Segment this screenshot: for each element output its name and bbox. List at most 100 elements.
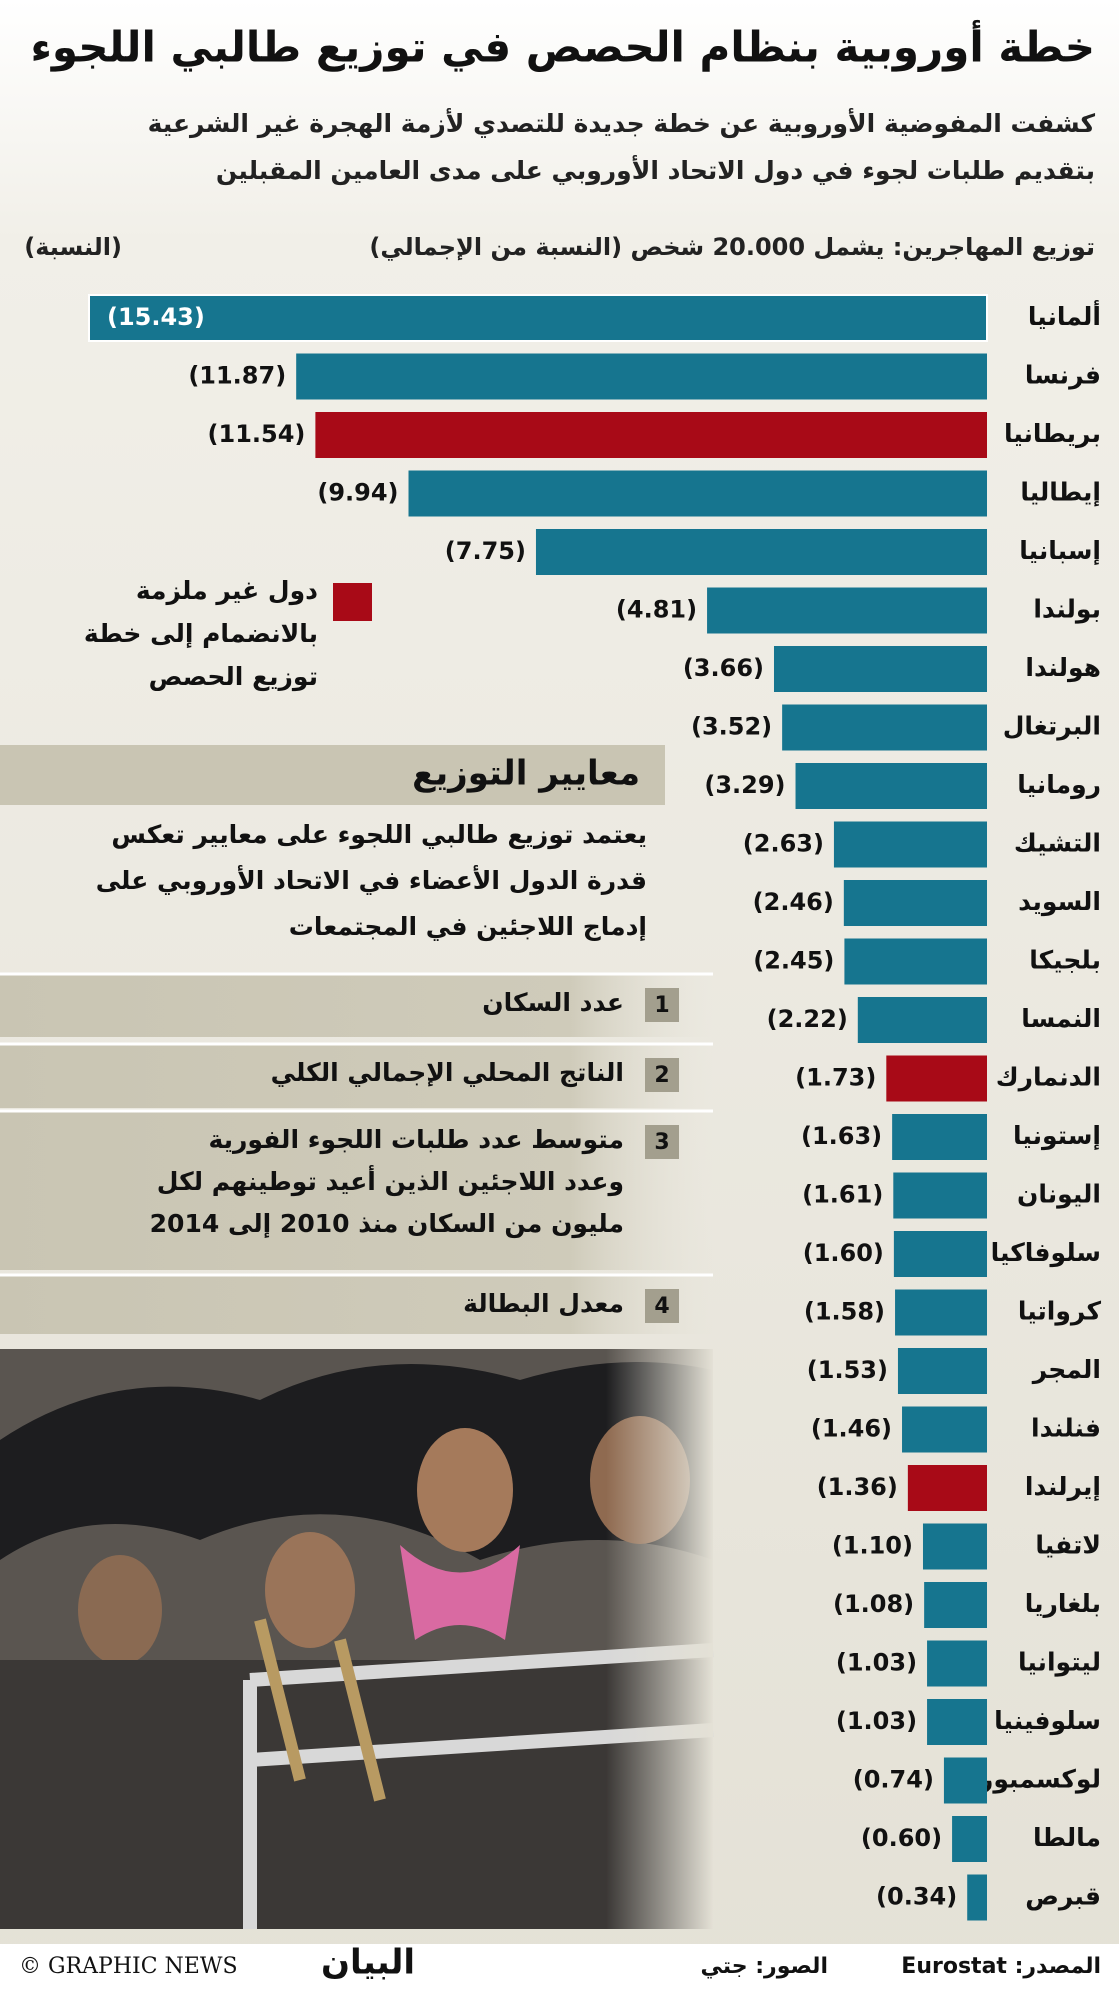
value-label-heading: (النسبة) bbox=[24, 233, 122, 261]
bar bbox=[408, 470, 987, 517]
category-label: سلوفينيا bbox=[994, 1706, 1101, 1736]
category-label: كرواتيا bbox=[1018, 1297, 1102, 1327]
criteria-item-band bbox=[0, 1275, 713, 1334]
title: خطة أوروبية بنظام الحصص في توزيع طالبي ا… bbox=[30, 20, 1095, 73]
bar bbox=[927, 1699, 987, 1745]
category-label: فرنسا bbox=[1025, 361, 1101, 391]
value-label: (9.94) bbox=[317, 479, 398, 507]
category-label: ليتوانيا bbox=[1018, 1648, 1101, 1678]
bar bbox=[773, 646, 987, 692]
criteria-description: يعتمد توزيع طالبي اللجوء على معايير تعكس bbox=[111, 820, 647, 850]
bar bbox=[844, 938, 987, 985]
category-label: السويد bbox=[1018, 887, 1101, 917]
bar bbox=[922, 1523, 987, 1570]
criteria-item-text: متوسط عدد طلبات اللجوء الفورية bbox=[208, 1125, 624, 1155]
criteria-item-text: وعدد اللاجئين الذين أعيد توطينهم لكل bbox=[157, 1165, 624, 1197]
bar bbox=[892, 1114, 987, 1160]
value-label: (3.52) bbox=[691, 713, 772, 741]
bar bbox=[952, 1816, 987, 1862]
logo: البيان bbox=[321, 1943, 415, 1983]
bar bbox=[924, 1582, 987, 1628]
criteria-number-box bbox=[645, 1058, 679, 1092]
category-label: سلوفاكيا bbox=[991, 1238, 1101, 1268]
bar bbox=[886, 1055, 987, 1102]
criteria-number: 3 bbox=[654, 1130, 669, 1155]
subtitle: كشفت المفوضية الأوروبية عن خطة جديدة للت… bbox=[148, 108, 1096, 139]
criteria-item-text: عدد السكان bbox=[482, 988, 624, 1017]
category-label: إسبانيا bbox=[1019, 536, 1101, 565]
value-label: (1.58) bbox=[804, 1298, 885, 1326]
category-label: بلغاريا bbox=[1025, 1589, 1101, 1618]
bar bbox=[893, 1172, 987, 1219]
bar bbox=[857, 997, 987, 1043]
bar bbox=[782, 704, 987, 751]
category-label: هولندا bbox=[1025, 653, 1101, 683]
category-label: بولندا bbox=[1033, 595, 1101, 625]
bar bbox=[902, 1406, 987, 1453]
criteria-number: 2 bbox=[654, 1063, 669, 1088]
value-label: (15.43) bbox=[107, 303, 205, 331]
category-label: المجر bbox=[1031, 1355, 1101, 1385]
category-label: إيرلندا bbox=[1025, 1472, 1101, 1502]
bar bbox=[795, 763, 987, 809]
photo-credit: الصور: جتي bbox=[701, 1954, 829, 1979]
criteria-number: 4 bbox=[654, 1294, 669, 1319]
value-label: (2.46) bbox=[753, 888, 834, 916]
value-label: (1.61) bbox=[802, 1181, 883, 1209]
bar bbox=[943, 1757, 987, 1804]
criteria-item-text: مليون من السكان منذ 2010 إلى 2014 bbox=[150, 1209, 624, 1239]
category-label: لاتفيا bbox=[1035, 1531, 1101, 1560]
value-label: (1.63) bbox=[801, 1122, 882, 1150]
footer-band bbox=[0, 1944, 1119, 1996]
criteria-title: معايير التوزيع bbox=[412, 754, 640, 794]
value-label: (2.22) bbox=[767, 1005, 848, 1033]
category-label: الدنمارك bbox=[996, 1063, 1101, 1092]
criteria-item-band bbox=[0, 974, 713, 1037]
category-label: بريطانيا bbox=[1004, 419, 1101, 449]
value-label: (2.45) bbox=[753, 947, 834, 975]
value-label: (3.66) bbox=[683, 654, 764, 682]
value-label: (1.08) bbox=[833, 1590, 914, 1618]
bar bbox=[707, 587, 987, 634]
criteria-number-box bbox=[645, 1289, 679, 1323]
category-label: اليونان bbox=[1017, 1180, 1101, 1210]
category-label: إيطاليا bbox=[1020, 478, 1101, 507]
category-label: قبرص bbox=[1025, 1882, 1101, 1912]
bar bbox=[967, 1874, 987, 1921]
legend-label: دول غير ملزمة bbox=[136, 576, 318, 606]
bar bbox=[927, 1640, 987, 1687]
value-label: (11.54) bbox=[208, 420, 306, 448]
credit: © GRAPHIC NEWS bbox=[19, 1954, 238, 1979]
value-label: (1.46) bbox=[811, 1415, 892, 1443]
category-label: رومانيا bbox=[1017, 770, 1101, 800]
criteria-item-band bbox=[0, 1111, 713, 1270]
category-label: بلجيكا bbox=[1029, 946, 1101, 975]
value-label: (3.29) bbox=[704, 771, 785, 799]
category-label: البرتغال bbox=[1003, 712, 1101, 742]
value-label: (1.03) bbox=[836, 1707, 917, 1735]
value-label: (1.53) bbox=[807, 1356, 888, 1384]
value-label: (1.03) bbox=[836, 1649, 917, 1677]
bar bbox=[88, 294, 988, 342]
value-label: (0.60) bbox=[861, 1824, 942, 1852]
value-label: (1.73) bbox=[795, 1064, 876, 1092]
value-label: (1.60) bbox=[803, 1239, 884, 1267]
criteria-header-band bbox=[0, 745, 665, 805]
category-label: التشيك bbox=[1014, 829, 1101, 858]
category-label: ألمانيا bbox=[1028, 300, 1101, 331]
criteria-item-text: الناتج المحلي الإجمالي الكلي bbox=[271, 1058, 624, 1088]
bar bbox=[296, 353, 987, 400]
value-label: (2.63) bbox=[743, 830, 824, 858]
criteria-number-box bbox=[645, 1125, 679, 1159]
criteria-description: إدماج اللاجئين في المجتمعات bbox=[289, 912, 647, 942]
category-label: النمسا bbox=[1021, 1004, 1101, 1033]
photo bbox=[0, 1349, 714, 1929]
chart-title: توزيع المهاجرين: يشمل 20.000 شخص (النسبة… bbox=[369, 233, 1095, 261]
value-label: (1.36) bbox=[817, 1473, 898, 1501]
value-label: (11.87) bbox=[188, 362, 286, 390]
value-label: (0.34) bbox=[876, 1883, 957, 1911]
bar bbox=[897, 1348, 987, 1394]
category-label: إستونيا bbox=[1013, 1121, 1101, 1151]
